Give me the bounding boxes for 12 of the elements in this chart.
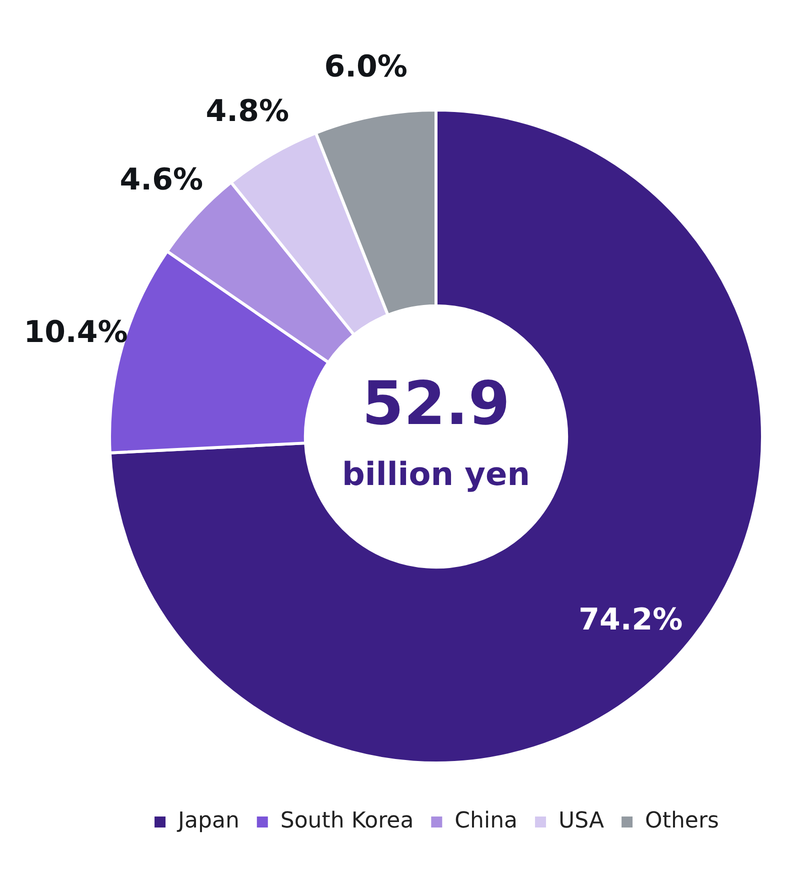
legend-label: Others (645, 808, 719, 834)
legend-label: USA (558, 808, 604, 834)
text: 52.9 (362, 369, 510, 440)
text: billion yen (342, 454, 530, 493)
data-label: 74.2% (578, 602, 683, 638)
data-label: 4.6% (120, 162, 203, 198)
data-label: 6.0% (324, 49, 408, 84)
legend-label: China (454, 808, 518, 834)
legend-label: Japan (176, 808, 240, 834)
legend-label: South Korea (280, 808, 414, 834)
data-label: 4.8% (206, 94, 289, 129)
data-label: 10.4% (24, 315, 128, 350)
